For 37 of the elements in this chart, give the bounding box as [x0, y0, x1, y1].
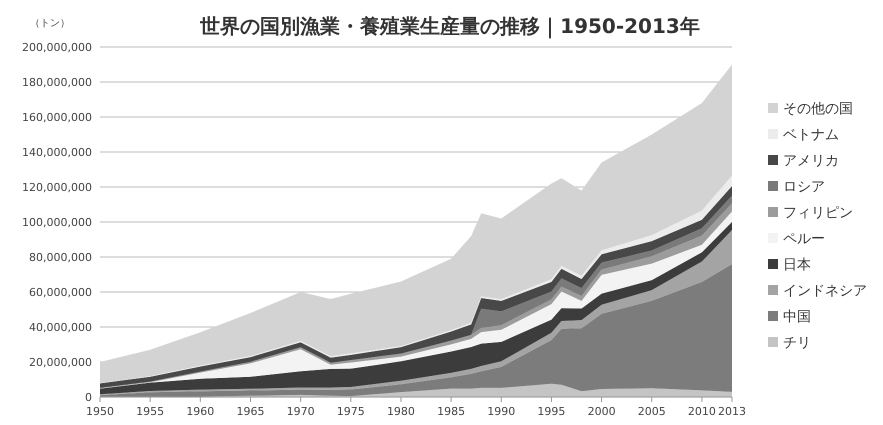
x-tick-label: 1965 [236, 405, 264, 418]
chart-title: 世界の国別漁業・養殖業生産量の推移｜1950-2013年 [199, 14, 700, 39]
legend-label: チリ [783, 335, 811, 351]
legend-label: ペルー [783, 231, 825, 247]
legend-label: ベトナム [783, 127, 839, 143]
x-tick-label: 1985 [437, 405, 466, 418]
x-tick-label: 1990 [487, 405, 516, 418]
legend-label: 日本 [783, 257, 811, 273]
x-tick-label: 1975 [336, 405, 365, 418]
y-tick-label: 200,000,000 [22, 41, 92, 54]
y-axis-title: （トン） [30, 18, 70, 29]
legend-label: ロシア [783, 179, 825, 195]
x-tick-label: 1950 [86, 405, 114, 418]
legend-label: フィリピン [783, 205, 853, 221]
y-tick-label: 120,000,000 [22, 181, 92, 194]
x-tick-label: 2010 [688, 405, 716, 418]
legend-label: 中国 [783, 309, 811, 325]
x-tick-label: 2005 [638, 405, 666, 418]
x-tick-label: 1955 [136, 405, 164, 418]
legend-label: インドネシア [783, 283, 867, 299]
x-tick-label: 1995 [537, 405, 566, 418]
y-tick-label: 0 [85, 391, 92, 404]
y-tick-label: 60,000,000 [29, 286, 92, 299]
y-tick-label: 80,000,000 [29, 251, 92, 264]
x-tick-label: 1980 [386, 405, 415, 418]
y-tick-label: 20,000,000 [29, 356, 92, 369]
x-tick-label: 1960 [186, 405, 214, 418]
x-tick-label: 1970 [286, 405, 315, 418]
y-tick-label: 160,000,000 [22, 111, 92, 124]
y-tick-label: 40,000,000 [29, 321, 92, 334]
legend-label: その他の国 [783, 101, 853, 117]
legend-label: アメリカ [783, 153, 839, 169]
x-tick-label: 2000 [588, 405, 616, 418]
y-tick-label: 100,000,000 [22, 216, 92, 229]
y-tick-label: 140,000,000 [22, 146, 92, 159]
x-tick-label: 2013 [718, 405, 746, 418]
y-tick-label: 180,000,000 [22, 76, 92, 89]
